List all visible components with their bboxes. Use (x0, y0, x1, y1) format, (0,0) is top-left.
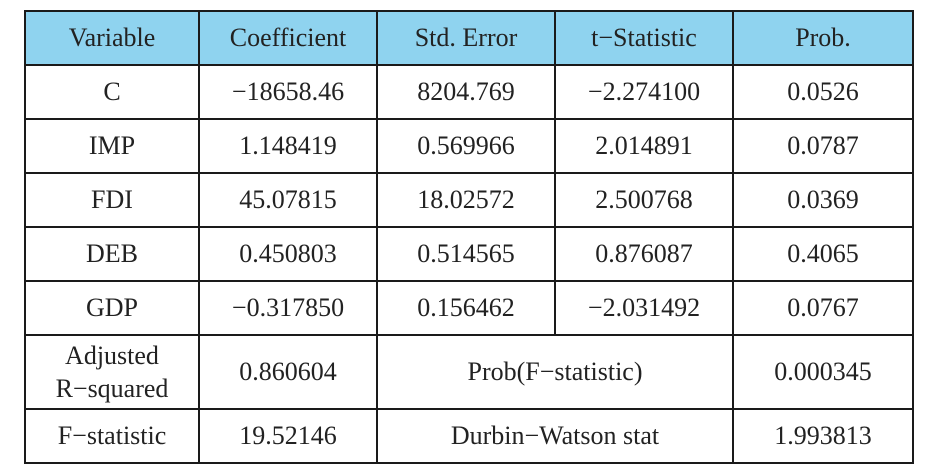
f-statistic-label: F−statistic (24, 408, 200, 464)
t-statistic-cell: 2.500768 (554, 172, 734, 228)
adjusted-r-squared-label-line1: Adjusted (65, 341, 159, 370)
header-variable: Variable (24, 10, 200, 66)
f-statistic-value: 19.52146 (198, 408, 378, 464)
adjusted-r-squared-value: 0.860604 (198, 334, 378, 410)
table-row: C −18658.46 8204.769 −2.274100 0.0526 (24, 64, 914, 120)
regression-results-table: Variable Coefficient Std. Error t−Statis… (24, 10, 914, 464)
prob-cell: 0.0526 (732, 64, 914, 120)
header-coefficient: Coefficient (198, 10, 378, 66)
coefficient-cell: 1.148419 (198, 118, 378, 174)
std-error-cell: 0.514565 (376, 226, 556, 282)
coefficient-cell: 45.07815 (198, 172, 378, 228)
header-row: Variable Coefficient Std. Error t−Statis… (24, 10, 914, 66)
durbin-watson-value: 1.993813 (732, 408, 914, 464)
header-t-statistic: t−Statistic (554, 10, 734, 66)
t-statistic-cell: 2.014891 (554, 118, 734, 174)
variable-cell: FDI (24, 172, 200, 228)
prob-f-statistic-label: Prob(F−statistic) (376, 334, 734, 410)
t-statistic-cell: −2.031492 (554, 280, 734, 336)
std-error-cell: 0.156462 (376, 280, 556, 336)
prob-cell: 0.0767 (732, 280, 914, 336)
variable-cell: IMP (24, 118, 200, 174)
header-std-error: Std. Error (376, 10, 556, 66)
prob-cell: 0.0787 (732, 118, 914, 174)
std-error-cell: 18.02572 (376, 172, 556, 228)
std-error-cell: 0.569966 (376, 118, 556, 174)
coefficient-cell: −18658.46 (198, 64, 378, 120)
coefficient-cell: 0.450803 (198, 226, 378, 282)
std-error-cell: 8204.769 (376, 64, 556, 120)
variable-cell: C (24, 64, 200, 120)
coefficient-cell: −0.317850 (198, 280, 378, 336)
prob-cell: 0.4065 (732, 226, 914, 282)
t-statistic-cell: 0.876087 (554, 226, 734, 282)
summary-row-f-statistic: F−statistic 19.52146 Durbin−Watson stat … (24, 408, 914, 464)
table-row: DEB 0.450803 0.514565 0.876087 0.4065 (24, 226, 914, 282)
t-statistic-cell: −2.274100 (554, 64, 734, 120)
adjusted-r-squared-label: Adjusted R−squared (24, 334, 200, 410)
table-row: GDP −0.317850 0.156462 −2.031492 0.0767 (24, 280, 914, 336)
header-prob: Prob. (732, 10, 914, 66)
variable-cell: DEB (24, 226, 200, 282)
adjusted-r-squared-label-line2: R−squared (55, 374, 169, 403)
summary-row-adjusted-r-squared: Adjusted R−squared 0.860604 Prob(F−stati… (24, 334, 914, 410)
variable-cell: GDP (24, 280, 200, 336)
table-row: FDI 45.07815 18.02572 2.500768 0.0369 (24, 172, 914, 228)
prob-f-statistic-value: 0.000345 (732, 334, 914, 410)
prob-cell: 0.0369 (732, 172, 914, 228)
durbin-watson-label: Durbin−Watson stat (376, 408, 734, 464)
table-row: IMP 1.148419 0.569966 2.014891 0.0787 (24, 118, 914, 174)
